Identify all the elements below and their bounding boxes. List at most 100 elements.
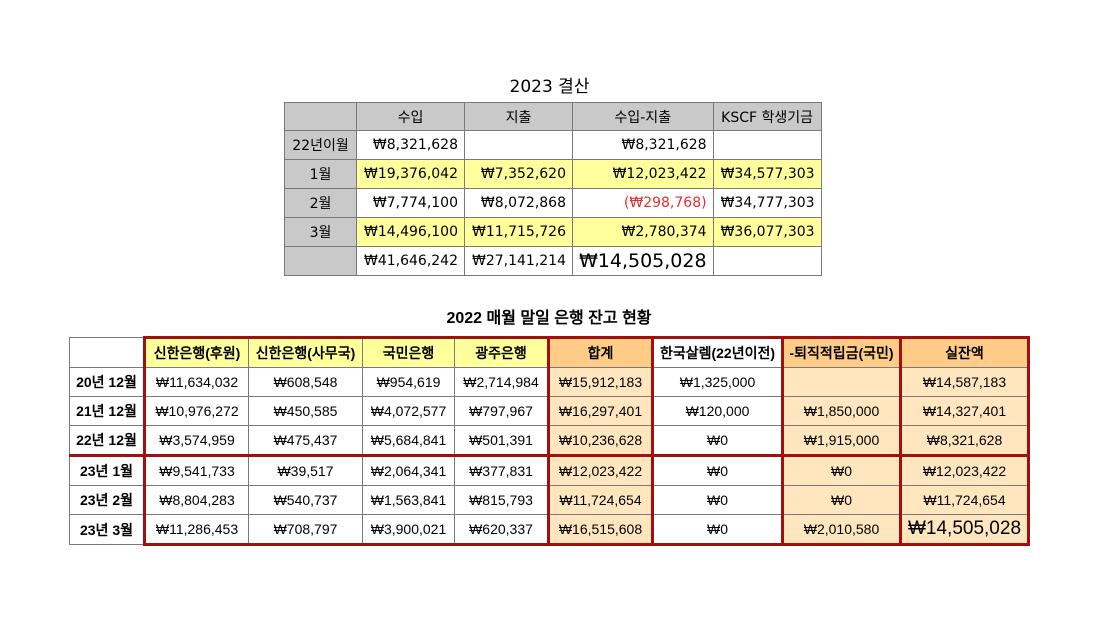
table1-row-label: 22년이월 — [284, 130, 357, 160]
table1-column-header: 수입 — [356, 102, 465, 131]
table1-cell: ₩19,376,042 — [356, 159, 465, 189]
table1-row-label — [284, 246, 357, 276]
table2-header-row: 신한은행(후원) 신한은행(사무국) 국민은행 광주은행 합계 한국살렘(22년이전) -퇴… — [69, 336, 1030, 368]
table2-cell: ₩815,793 — [454, 485, 549, 515]
table2-cell: ₩2,010,580 — [781, 514, 902, 546]
table1-cell — [712, 246, 822, 276]
table2-row-label: 21년 12월 — [69, 396, 145, 426]
table2-cell: ₩10,236,628 — [547, 425, 654, 457]
table2-cell: ₩39,517 — [248, 455, 363, 486]
table1-row-label: 2월 — [284, 188, 357, 218]
table2-cell: ₩120,000 — [652, 396, 783, 426]
table1-column-header — [284, 102, 357, 131]
table2-cell: ₩1,915,000 — [781, 425, 902, 457]
table2-row: 20년 12월 ₩11,634,032 ₩608,548 ₩954,619 ₩2,714… — [69, 367, 1030, 397]
table2-cell: ₩5,684,841 — [362, 425, 455, 457]
settlement-table: 수입 지출 수입-지출 KSCF 학생기금 22년이월 ₩8,321,628 ₩8,321,… — [284, 102, 822, 276]
table1-cell: ₩7,774,100 — [356, 188, 465, 218]
table2-cell: ₩2,714,984 — [454, 367, 549, 397]
table1-cell: ₩34,777,303 — [712, 188, 822, 218]
table1-cell: (₩298,768) — [572, 188, 714, 218]
table1-row: 22년이월 ₩8,321,628 ₩8,321,628 — [284, 130, 822, 160]
table2-cell: ₩0 — [652, 425, 783, 457]
table2-cell: ₩8,804,283 — [143, 485, 249, 515]
table2-column-header — [69, 337, 145, 368]
table2-cell: ₩14,587,183 — [900, 367, 1030, 397]
table2-cell: ₩16,297,401 — [547, 396, 654, 426]
table2-cell: ₩0 — [781, 485, 902, 515]
table2-column-header: 신한은행(후원) — [143, 336, 249, 368]
table1-row-label: 1월 — [284, 159, 357, 189]
table2-row: 23년 2월 ₩8,804,283 ₩540,737 ₩1,563,841 ₩815,7… — [69, 485, 1030, 515]
table2-cell: ₩540,737 — [248, 485, 363, 515]
table2-column-header: 한국살렘(22년이전) — [652, 336, 783, 368]
table2-cell: ₩14,327,401 — [900, 396, 1030, 426]
table2-cell: ₩0 — [652, 514, 783, 546]
table1-cell: ₩8,321,628 — [356, 130, 465, 160]
table2-column-header: 실잔액 — [900, 336, 1030, 368]
table1-cell: ₩34,577,303 — [712, 159, 822, 189]
table2-cell: ₩954,619 — [362, 367, 455, 397]
table2-column-header: 광주은행 — [454, 336, 549, 368]
table1-title: 2023 결산 — [509, 77, 590, 97]
table2-cell: ₩620,337 — [454, 514, 549, 546]
table1-row: 1월 ₩19,376,042 ₩7,352,620 ₩12,023,422 ₩34,57… — [284, 159, 822, 189]
table2-cell: ₩0 — [781, 455, 902, 486]
table2-row-label: 23년 2월 — [69, 485, 145, 515]
table2-cell: ₩797,967 — [454, 396, 549, 426]
table2-column-header: 합계 — [547, 336, 654, 368]
table2-title: 2022 매월 말일 은행 잔고 현황 — [446, 310, 652, 327]
table2-column-header: 신한은행(사무국) — [248, 336, 363, 368]
table2-cell: ₩0 — [652, 485, 783, 515]
table1-column-header: KSCF 학생기금 — [712, 102, 822, 131]
table2-cell: ₩3,900,021 — [362, 514, 455, 546]
table2-cell: ₩4,072,577 — [362, 396, 455, 426]
table2-row-label: 22년 12월 — [69, 425, 145, 457]
table1-cell — [464, 130, 573, 160]
table2-cell: ₩1,325,000 — [652, 367, 783, 397]
table2-cell: ₩11,724,654 — [900, 485, 1030, 515]
table2-cell: ₩501,391 — [454, 425, 549, 457]
table1-cell: ₩11,715,726 — [464, 217, 573, 247]
table2-column-header: -퇴직적립금(국민) — [781, 336, 902, 368]
table2-column-header: 국민은행 — [362, 336, 455, 368]
table1-cell: ₩27,141,214 — [464, 246, 573, 276]
table2-cell: ₩608,548 — [248, 367, 363, 397]
table2-cell: ₩14,505,028 — [900, 514, 1030, 546]
table2-cell: ₩708,797 — [248, 514, 363, 546]
table2-cell: ₩9,541,733 — [143, 455, 249, 486]
table2-cell: ₩0 — [652, 455, 783, 486]
table2-cell: ₩1,850,000 — [781, 396, 902, 426]
table2-cell: ₩8,321,628 — [900, 425, 1030, 457]
table2-row-label: 20년 12월 — [69, 367, 145, 397]
table1-cell — [712, 130, 822, 160]
table1-header-row: 수입 지출 수입-지출 KSCF 학생기금 — [284, 102, 822, 131]
table1-row: 3월 ₩14,496,100 ₩11,715,726 ₩2,780,374 ₩36,07… — [284, 217, 822, 247]
table2-cell: ₩1,563,841 — [362, 485, 455, 515]
table2-cell: ₩377,831 — [454, 455, 549, 486]
table2-cell: ₩16,515,608 — [547, 514, 654, 546]
table2-row-label: 23년 1월 — [69, 455, 145, 486]
table2-cell: ₩15,912,183 — [547, 367, 654, 397]
table1-row: ₩41,646,242 ₩27,141,214 ₩14,505,028 — [284, 246, 822, 276]
table1-column-header: 지출 — [464, 102, 573, 131]
table2-row: 23년 1월 ₩9,541,733 ₩39,517 ₩2,064,341 ₩377,83… — [69, 455, 1030, 486]
bank-balance-table: 신한은행(후원) 신한은행(사무국) 국민은행 광주은행 합계 한국살렘(22년이전) -퇴… — [69, 336, 1030, 546]
table1-cell: ₩2,780,374 — [572, 217, 714, 247]
table2-cell: ₩10,976,272 — [143, 396, 249, 426]
table1-cell: ₩12,023,422 — [572, 159, 714, 189]
table2-cell: ₩475,437 — [248, 425, 363, 457]
table2-row: 22년 12월 ₩3,574,959 ₩475,437 ₩5,684,841 ₩501,… — [69, 425, 1030, 457]
table1-cell: ₩36,077,303 — [712, 217, 822, 247]
table1-row-label: 3월 — [284, 217, 357, 247]
table1-cell: ₩41,646,242 — [356, 246, 465, 276]
table1-column-header: 수입-지출 — [572, 102, 714, 131]
table1-cell: ₩14,496,100 — [356, 217, 465, 247]
table1-cell: ₩14,505,028 — [572, 246, 714, 276]
table2-cell: ₩11,634,032 — [143, 367, 249, 397]
table1-cell: ₩7,352,620 — [464, 159, 573, 189]
table1-cell: ₩8,072,868 — [464, 188, 573, 218]
table1-cell: ₩8,321,628 — [572, 130, 714, 160]
table2-cell: ₩11,724,654 — [547, 485, 654, 515]
table2-row: 23년 3월 ₩11,286,453 ₩708,797 ₩3,900,021 ₩620,… — [69, 514, 1030, 546]
